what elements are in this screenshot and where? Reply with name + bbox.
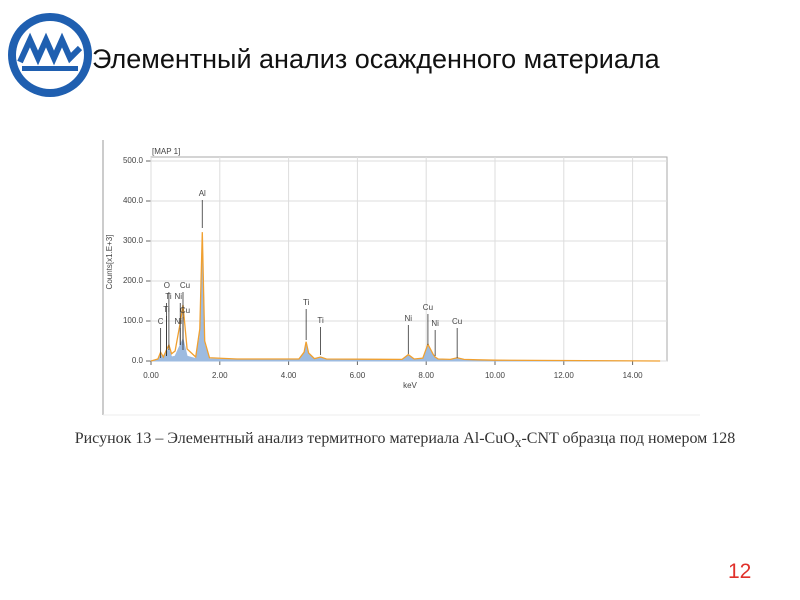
spectrum-line xyxy=(150,232,661,362)
caption-text: -CNT образца под номером 128 xyxy=(521,430,736,447)
x-tick-label: 12.00 xyxy=(554,371,575,380)
peak-label: Ni xyxy=(405,314,413,323)
x-tick-label: 8.00 xyxy=(418,371,434,380)
y-tick-label: 400.0 xyxy=(123,196,144,205)
plot: 0.0 100.0 200.0 300.0 400.0 500.0 0.00 2.00 4.00… xyxy=(123,156,667,380)
peak-label: Cu xyxy=(180,306,190,315)
peak-label: O xyxy=(164,281,170,290)
peak-label: Cu xyxy=(180,281,190,290)
page-number: 12 xyxy=(728,560,752,583)
x-tick-label: 6.00 xyxy=(350,371,366,380)
caption: Рисунок 13 – Элементный анализ термитног… xyxy=(70,424,740,458)
caption-text: Рисунок 13 – Элементный анализ термитног… xyxy=(74,430,515,447)
y-tick-label: 500.0 xyxy=(123,156,144,165)
plot-frame xyxy=(150,156,668,362)
peak-label: Cu xyxy=(423,303,433,312)
slide-title: Элементный анализ осажденного материала xyxy=(92,44,660,74)
peak-label: Ni xyxy=(174,317,182,326)
y-tick-label: 100.0 xyxy=(123,316,144,325)
x-tick-label: 0.00 xyxy=(143,371,159,380)
logo xyxy=(8,13,92,97)
x-tick-label: 4.00 xyxy=(281,371,297,380)
peak-label: Ni xyxy=(431,319,439,328)
x-tick-label: 2.00 xyxy=(212,371,228,380)
y-tick-label: 200.0 xyxy=(123,276,144,285)
peak-label: Ti xyxy=(303,298,310,307)
peak-label: Cu xyxy=(452,317,462,326)
x-axis-label: keV xyxy=(403,381,417,390)
x-tick-label: 14.00 xyxy=(623,371,644,380)
y-tick-label: 300.0 xyxy=(123,236,144,245)
spectrum-area xyxy=(150,240,661,362)
y-tick-label: 0.0 xyxy=(132,356,144,365)
y-axis-label: Counts[x1.E+3] xyxy=(105,235,114,290)
peak-label: Ni xyxy=(174,292,182,301)
peak-label: C xyxy=(158,317,164,326)
peak-label: Al xyxy=(199,189,206,198)
caption-subscript: x xyxy=(514,435,522,451)
plot-label: [MAP 1] xyxy=(152,147,180,156)
peak-label: Ti xyxy=(317,316,324,325)
x-tick-label: 10.00 xyxy=(485,371,506,380)
